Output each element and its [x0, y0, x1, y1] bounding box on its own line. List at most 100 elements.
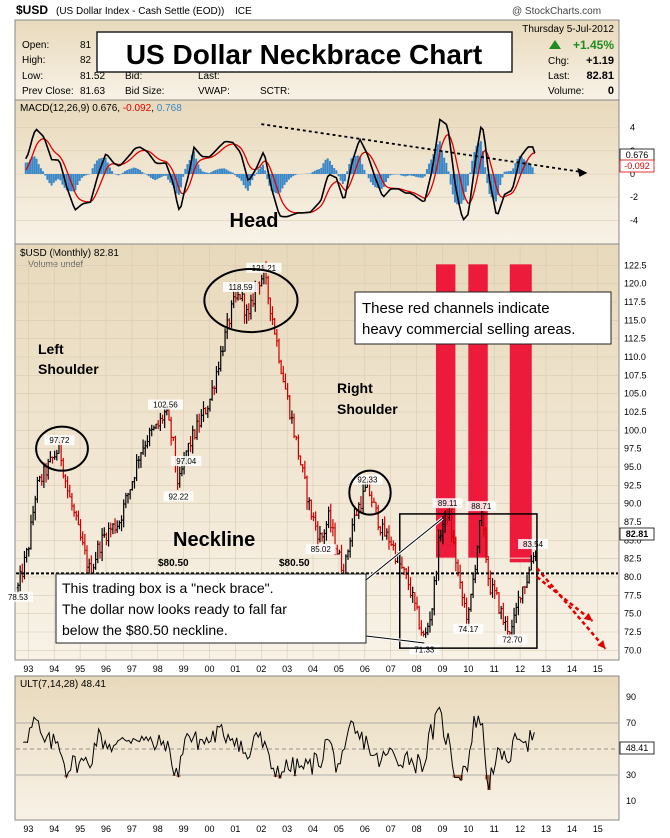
- macd-histogram-bar: [128, 169, 131, 174]
- macd-histogram-bar: [141, 171, 144, 174]
- macd-histogram-bar: [285, 174, 288, 183]
- macd-histogram-bar: [279, 174, 282, 193]
- price-point-label: 83.54: [523, 540, 544, 549]
- up-arrow-icon: [549, 40, 561, 49]
- macd-histogram-bar: [78, 174, 81, 181]
- macd-histogram-bar: [87, 174, 90, 175]
- macd-histogram-bar: [313, 170, 316, 174]
- x-tick-label: 97: [127, 664, 137, 674]
- macd-histogram-bar: [210, 172, 213, 174]
- x-tick-label: 07: [386, 824, 396, 834]
- price-label-bg: [409, 644, 440, 655]
- macd-histogram-bar: [162, 174, 165, 176]
- price-label-bg: [44, 435, 75, 446]
- macd-histogram-bar: [145, 174, 148, 175]
- macd-histogram-bar: [417, 174, 420, 178]
- price-label-bg: [518, 539, 549, 550]
- macd-histogram-bar: [324, 159, 327, 174]
- macd-histogram-bar: [227, 170, 230, 174]
- macd-histogram-bar: [221, 168, 224, 174]
- macd-histogram-bar: [255, 172, 258, 174]
- macd-histogram-bar: [512, 168, 515, 174]
- ult-value-tag: [619, 741, 655, 755]
- x-tick-label: 04: [308, 824, 318, 834]
- macd-histogram-bar: [525, 160, 528, 174]
- price-tick-label: 92.5: [624, 480, 642, 490]
- x-tick-label: 05: [334, 824, 344, 834]
- macd-histogram-bar: [111, 171, 114, 174]
- price-tick-label: 115.0: [624, 315, 646, 325]
- macd-histogram-bar: [419, 174, 422, 178]
- macd-histogram-bar: [147, 174, 150, 177]
- annotation-circle: [203, 268, 299, 334]
- price-point-label: 89.11: [438, 499, 458, 508]
- macd-histogram-bar: [225, 169, 228, 174]
- price-point-label: 88.71: [471, 502, 492, 511]
- volume-label: Volume:: [548, 86, 584, 97]
- price-tick-label: 102.5: [624, 407, 647, 417]
- x-tick-label: 03: [282, 664, 292, 674]
- macd-signal-tag-text: -0.092: [624, 161, 650, 171]
- x-tick-label: 04: [308, 664, 318, 674]
- exchange: ICE: [235, 6, 252, 17]
- macd-histogram-bar: [67, 174, 70, 191]
- macd-histogram-bar: [253, 174, 256, 176]
- macd-histogram-bar: [98, 158, 101, 174]
- price-label-bg: [497, 634, 528, 645]
- trading-box-note-1: This trading box is a "neck brace".: [62, 580, 273, 596]
- macd-histogram-bar: [50, 174, 53, 186]
- left-shoulder-annotation-1: Left: [38, 341, 64, 357]
- chg-value: +1.19: [586, 55, 614, 67]
- macd-histogram-bar: [318, 169, 321, 174]
- macd-histogram-bar: [413, 174, 415, 177]
- macd-histogram-bar: [72, 174, 75, 192]
- macd-histogram-bar: [387, 174, 390, 179]
- macd-histogram-bar: [501, 174, 504, 178]
- head-annotation: Head: [230, 210, 279, 232]
- macd-histogram-bar: [208, 173, 211, 174]
- macd-histogram-bar: [400, 174, 403, 176]
- macd-histogram-bar: [374, 174, 377, 188]
- x-tick-label: 97: [127, 824, 137, 834]
- ult-tick-label: 10: [626, 796, 636, 806]
- macd-histogram-bar: [24, 162, 27, 174]
- bid-label: Bid:: [125, 71, 142, 82]
- x-tick-label: 96: [101, 824, 111, 834]
- macd-histogram-bar: [507, 171, 510, 174]
- macd-histogram-bar: [240, 174, 243, 181]
- x-tick-label: 96: [101, 664, 111, 674]
- x-tick-label: 99: [179, 664, 189, 674]
- quote-date: Thursday 5-Jul-2012: [522, 24, 614, 35]
- macd-histogram-bar: [143, 173, 146, 174]
- open-label: Open:: [22, 40, 49, 51]
- macd-histogram-bar: [190, 154, 193, 174]
- macd-histogram-bar: [471, 160, 474, 174]
- macd-histogram-bar: [182, 174, 185, 177]
- macd-histogram-bar: [520, 157, 523, 174]
- chg-label: Chg:: [548, 56, 569, 67]
- macd-histogram-bar: [93, 163, 96, 174]
- neckline-annotation: Neckline: [173, 529, 255, 551]
- price-label-bg: [305, 544, 336, 555]
- price-tick-label: 80.0: [624, 572, 642, 582]
- macd-histogram-bar: [505, 171, 508, 174]
- macd-histogram-bar: [149, 174, 152, 178]
- macd-histogram-bar: [115, 174, 118, 175]
- macd-histogram-bar: [527, 162, 530, 174]
- macd-histogram-bar: [460, 174, 463, 204]
- macd-histogram-bar: [246, 174, 249, 191]
- price-label-bg: [147, 399, 184, 410]
- price-point-label: 92.33: [357, 476, 378, 485]
- macd-histogram-bar: [503, 171, 506, 174]
- volume-undef-label: Volume undef: [28, 259, 84, 269]
- macd-histogram-bar: [59, 174, 62, 181]
- price-label-bg: [432, 498, 463, 509]
- price-point-label: 97.04: [176, 457, 197, 466]
- macd-plot: [24, 118, 588, 221]
- x-axis-price: 93 94 95 96 97 98 99 00 01 02 03 04 05 06 07 08 09 10 11 12…: [23, 664, 602, 674]
- price-tick-label: 90.0: [624, 499, 642, 509]
- macd-histogram-bar: [331, 164, 334, 174]
- ult-tick-label: 30: [626, 770, 636, 780]
- x-tick-label: 00: [205, 824, 215, 834]
- macd-tick-label: 0: [630, 169, 635, 179]
